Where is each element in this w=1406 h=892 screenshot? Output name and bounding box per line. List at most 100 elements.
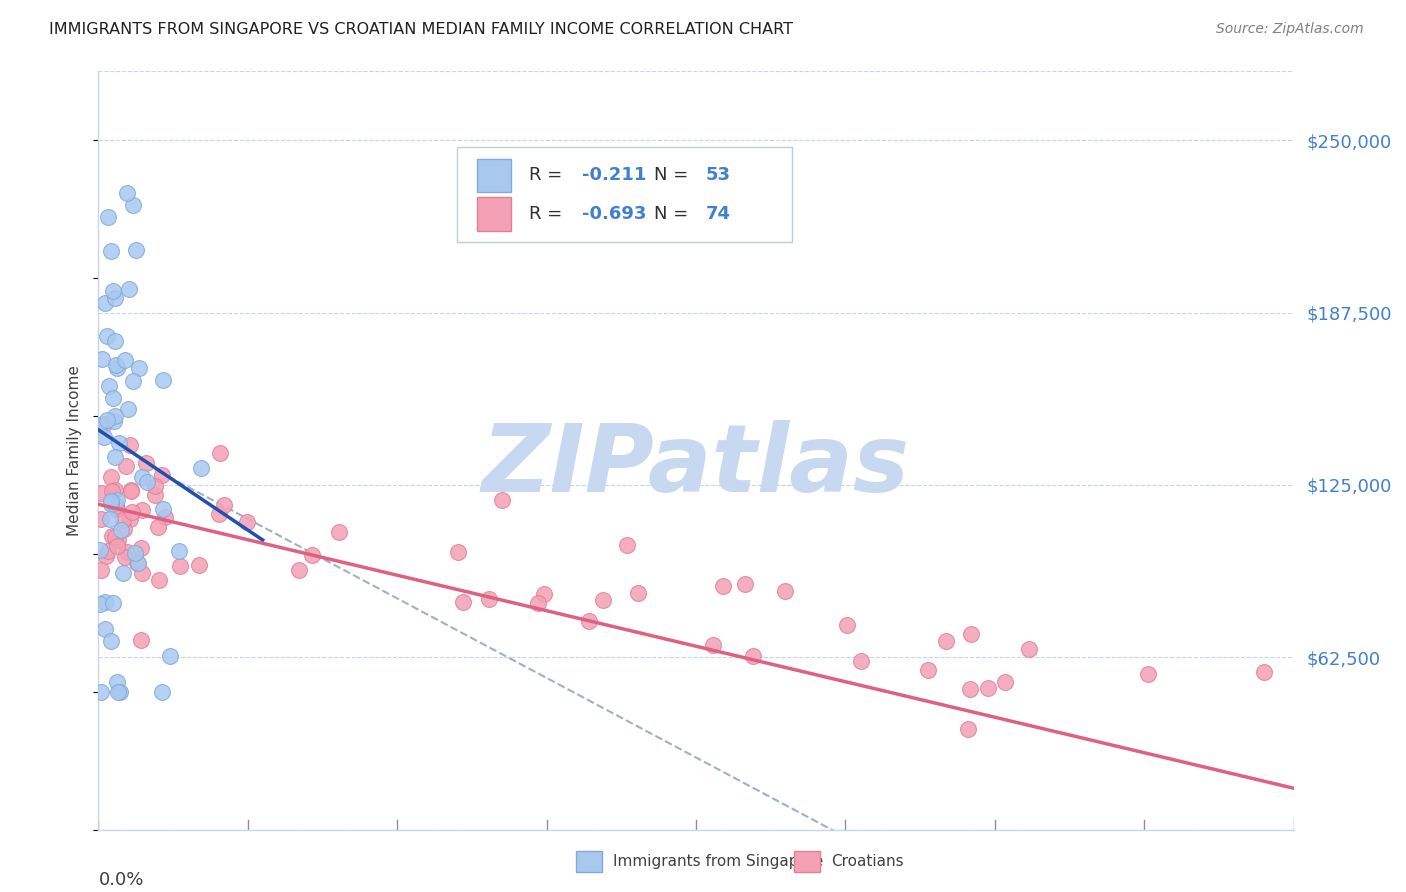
Point <box>120 484 142 499</box>
Point <box>117 401 139 416</box>
Point <box>190 461 212 475</box>
Point <box>94 595 117 609</box>
Point <box>110 523 132 537</box>
Point <box>103 414 125 428</box>
Point <box>100 497 122 511</box>
Point <box>93 417 115 431</box>
Point <box>187 558 209 572</box>
Point <box>148 574 170 588</box>
Point <box>145 479 167 493</box>
Point <box>131 503 153 517</box>
Point <box>90 512 112 526</box>
Point <box>148 520 170 534</box>
Point <box>592 592 614 607</box>
Point <box>491 493 513 508</box>
Point <box>1136 666 1159 681</box>
Point <box>627 586 650 600</box>
Point <box>104 530 127 544</box>
Point <box>212 498 235 512</box>
Text: -0.693: -0.693 <box>582 205 647 223</box>
Point <box>128 361 150 376</box>
Point <box>104 450 127 464</box>
Point <box>533 587 555 601</box>
Point <box>235 515 257 529</box>
Point <box>288 563 311 577</box>
Point <box>301 548 323 562</box>
Point <box>143 488 166 502</box>
Point <box>94 549 117 563</box>
Text: Source: ZipAtlas.com: Source: ZipAtlas.com <box>1216 22 1364 37</box>
Y-axis label: Median Family Income: Median Family Income <box>67 365 83 536</box>
Point <box>135 456 157 470</box>
Text: R =: R = <box>529 205 568 223</box>
Point <box>849 653 872 667</box>
Point <box>957 722 980 736</box>
Point <box>994 675 1017 690</box>
FancyBboxPatch shape <box>457 147 792 242</box>
Point <box>90 486 112 500</box>
Point <box>111 513 134 527</box>
Point <box>93 430 115 444</box>
Point <box>131 541 153 555</box>
Point <box>150 467 173 482</box>
Point <box>578 614 600 628</box>
Point <box>89 417 111 432</box>
Point <box>96 413 118 427</box>
Point <box>959 681 981 696</box>
Point <box>97 543 120 558</box>
Point <box>97 211 120 225</box>
Point <box>105 539 128 553</box>
Point <box>105 492 128 507</box>
Point <box>207 508 229 522</box>
Bar <box>477 197 510 230</box>
Point <box>93 295 115 310</box>
Point <box>101 596 124 610</box>
Point <box>935 634 957 648</box>
Point <box>103 391 125 405</box>
Text: 0.0%: 0.0% <box>98 871 143 889</box>
Point <box>150 684 173 698</box>
Point <box>91 351 114 366</box>
Point <box>447 545 470 559</box>
Point <box>478 591 501 606</box>
Point <box>107 533 129 548</box>
Point <box>153 510 176 524</box>
Point <box>105 674 128 689</box>
Point <box>101 484 124 499</box>
Point <box>115 186 138 200</box>
Point <box>702 638 724 652</box>
Point <box>101 529 124 543</box>
Point <box>90 684 112 698</box>
Point <box>100 633 122 648</box>
Point <box>105 502 128 516</box>
Point <box>108 684 131 698</box>
Point <box>117 545 139 559</box>
Point <box>121 505 143 519</box>
Point <box>104 334 127 349</box>
Point <box>1018 642 1040 657</box>
Point <box>89 542 111 557</box>
Point <box>960 627 983 641</box>
Point <box>131 566 153 581</box>
Point <box>734 577 756 591</box>
Point <box>127 557 149 571</box>
Point <box>115 459 138 474</box>
Point <box>711 579 734 593</box>
Point <box>118 282 141 296</box>
Point <box>98 512 121 526</box>
Point <box>105 361 128 376</box>
Point <box>101 284 124 298</box>
Point <box>97 378 120 392</box>
Point <box>159 648 181 663</box>
Text: 74: 74 <box>706 205 731 223</box>
Text: Immigrants from Singapore: Immigrants from Singapore <box>613 855 824 869</box>
Point <box>112 566 135 581</box>
Point <box>100 494 122 508</box>
Point <box>121 375 143 389</box>
Point <box>114 353 136 368</box>
Point <box>131 470 153 484</box>
Point <box>209 445 232 459</box>
Point <box>1253 665 1275 680</box>
Point <box>167 544 190 558</box>
Text: IMMIGRANTS FROM SINGAPORE VS CROATIAN MEDIAN FAMILY INCOME CORRELATION CHART: IMMIGRANTS FROM SINGAPORE VS CROATIAN ME… <box>49 22 793 37</box>
